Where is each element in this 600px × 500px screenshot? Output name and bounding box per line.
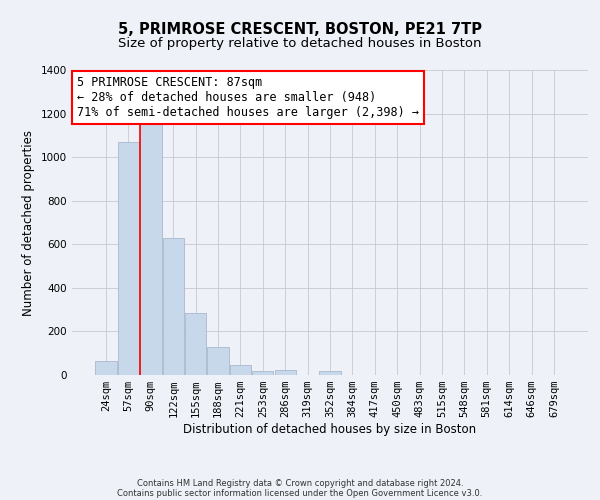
Text: Contains HM Land Registry data © Crown copyright and database right 2024.: Contains HM Land Registry data © Crown c… — [137, 478, 463, 488]
X-axis label: Distribution of detached houses by size in Boston: Distribution of detached houses by size … — [184, 423, 476, 436]
Bar — [319, 370, 341, 375]
Bar — [208, 346, 229, 375]
Bar — [95, 361, 117, 375]
Bar — [118, 142, 139, 375]
Y-axis label: Number of detached properties: Number of detached properties — [22, 130, 35, 316]
Bar — [140, 122, 161, 375]
Bar — [163, 238, 184, 375]
Text: 5 PRIMROSE CRESCENT: 87sqm
← 28% of detached houses are smaller (948)
71% of sem: 5 PRIMROSE CRESCENT: 87sqm ← 28% of deta… — [77, 76, 419, 119]
Text: Size of property relative to detached houses in Boston: Size of property relative to detached ho… — [118, 38, 482, 51]
Bar — [275, 370, 296, 375]
Text: Contains public sector information licensed under the Open Government Licence v3: Contains public sector information licen… — [118, 488, 482, 498]
Bar — [252, 370, 274, 375]
Text: 5, PRIMROSE CRESCENT, BOSTON, PE21 7TP: 5, PRIMROSE CRESCENT, BOSTON, PE21 7TP — [118, 22, 482, 38]
Bar — [185, 313, 206, 375]
Bar — [230, 365, 251, 375]
